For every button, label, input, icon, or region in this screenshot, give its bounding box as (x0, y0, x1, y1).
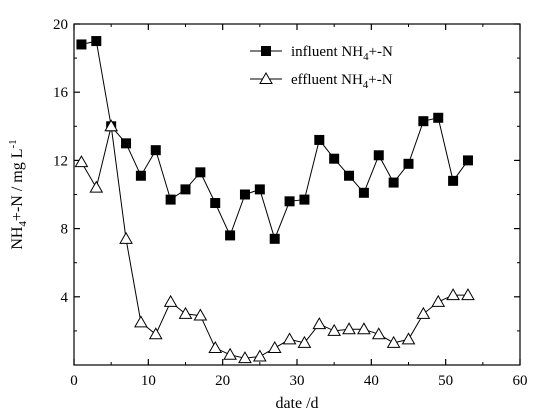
data-point (431, 294, 446, 307)
data-point (91, 36, 102, 47)
data-point (104, 119, 119, 132)
data-point (208, 340, 223, 353)
x-tick-label: 10 (141, 373, 156, 389)
data-point (163, 294, 178, 307)
data-point (358, 187, 369, 198)
legend-label: influent NH4+-N (291, 44, 393, 63)
y-tick-label: 4 (61, 290, 69, 306)
legend: influent NH4+-N effluent NH4+-N (250, 44, 393, 91)
legend-marker (261, 46, 271, 56)
data-point (134, 315, 148, 328)
data-point (74, 155, 89, 168)
data-point (446, 288, 460, 301)
legend-label: effluent NH4+-N (291, 72, 393, 91)
data-point (342, 322, 356, 335)
data-point (269, 233, 280, 244)
y-tick-label: 12 (53, 153, 68, 169)
data-point (329, 153, 340, 164)
data-point (254, 184, 265, 195)
series-effluent (74, 119, 475, 364)
data-point (195, 167, 206, 178)
data-point (282, 332, 297, 345)
y-axis-label: NH4+-N / mg L-1 (7, 139, 29, 249)
data-point (388, 177, 399, 188)
data-point (297, 335, 312, 348)
data-point (267, 340, 282, 353)
data-point (223, 347, 237, 360)
data-point (314, 134, 325, 145)
data-point (312, 317, 327, 330)
plot-layer: 0 10 20 30 40 50 60 4 8 12 16 20 (53, 17, 528, 389)
data-point (165, 194, 176, 205)
x-axis-label: date /d (275, 395, 318, 412)
data-point (180, 184, 191, 195)
data-point (401, 332, 416, 345)
data-point (238, 351, 252, 364)
data-point (373, 150, 384, 161)
x-tick-label: 60 (513, 373, 528, 389)
data-point (135, 170, 146, 181)
data-point (239, 189, 250, 200)
data-point (416, 306, 431, 319)
x-tick-label: 30 (290, 373, 305, 389)
y-tick-label: 20 (53, 17, 68, 33)
data-point (448, 175, 459, 186)
data-point (225, 230, 236, 241)
data-point (119, 231, 133, 244)
series-influent (76, 36, 473, 244)
y-tick-label: 16 (53, 85, 69, 101)
data-point (210, 198, 221, 209)
data-point (252, 349, 267, 362)
data-point (178, 306, 193, 319)
data-point (299, 194, 310, 205)
data-point (386, 335, 401, 348)
data-point (357, 322, 371, 335)
data-point (148, 327, 163, 340)
data-point (121, 138, 132, 149)
data-point (76, 39, 87, 50)
data-point (461, 288, 475, 301)
data-point (193, 308, 208, 321)
data-point (284, 196, 295, 207)
y-tick-label: 8 (61, 222, 69, 238)
data-point (418, 116, 429, 127)
legend-marker (259, 71, 273, 84)
data-point (89, 180, 104, 193)
x-tick-label: 50 (438, 373, 453, 389)
x-tick-label: 0 (70, 373, 78, 389)
data-point (403, 158, 414, 169)
data-point (327, 323, 342, 336)
data-point (433, 112, 444, 123)
data-point (150, 145, 161, 156)
x-tick-label: 20 (215, 373, 230, 389)
x-tick-label: 40 (364, 373, 379, 389)
data-point (462, 155, 473, 166)
data-point (344, 170, 355, 181)
data-point (371, 327, 386, 340)
